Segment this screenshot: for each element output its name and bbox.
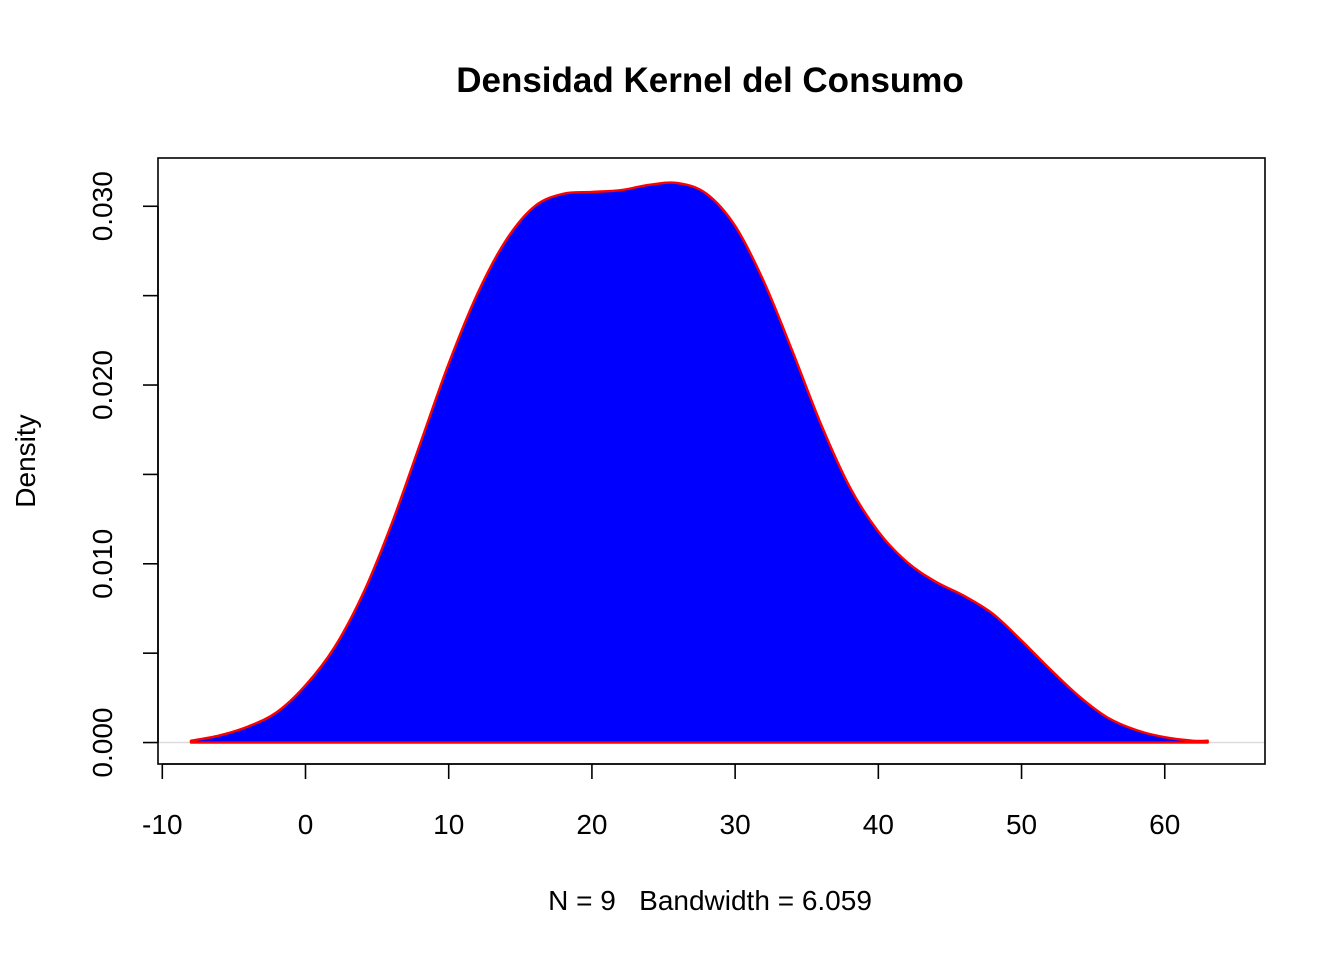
x-tick-label: 60 [1149, 809, 1180, 840]
x-tick-label: 0 [298, 809, 314, 840]
x-tick-label: 10 [433, 809, 464, 840]
plot-area [158, 181, 1265, 744]
x-tick-label: 50 [1006, 809, 1037, 840]
y-tick-label: 0.010 [87, 529, 118, 599]
y-tick-label: 0.020 [87, 350, 118, 420]
y-tick-label: 0.030 [87, 171, 118, 241]
y-axis: 0.000 0.010 0.020 0.030 [87, 171, 159, 778]
x-tick-label: -10 [142, 809, 182, 840]
chart-title: Densidad Kernel del Consumo [456, 61, 964, 100]
density-line [189, 181, 1209, 744]
y-tick-label: 0.000 [87, 708, 118, 778]
x-axis-label: N = 9 Bandwidth = 6.059 [548, 885, 872, 916]
x-tick-label: 40 [863, 809, 894, 840]
y-axis-label: Density [10, 414, 41, 507]
density-area [190, 182, 1208, 743]
x-tick-label: 30 [720, 809, 751, 840]
x-tick-label: 20 [576, 809, 607, 840]
x-axis: -10 0 10 20 30 40 50 60 [142, 763, 1180, 840]
